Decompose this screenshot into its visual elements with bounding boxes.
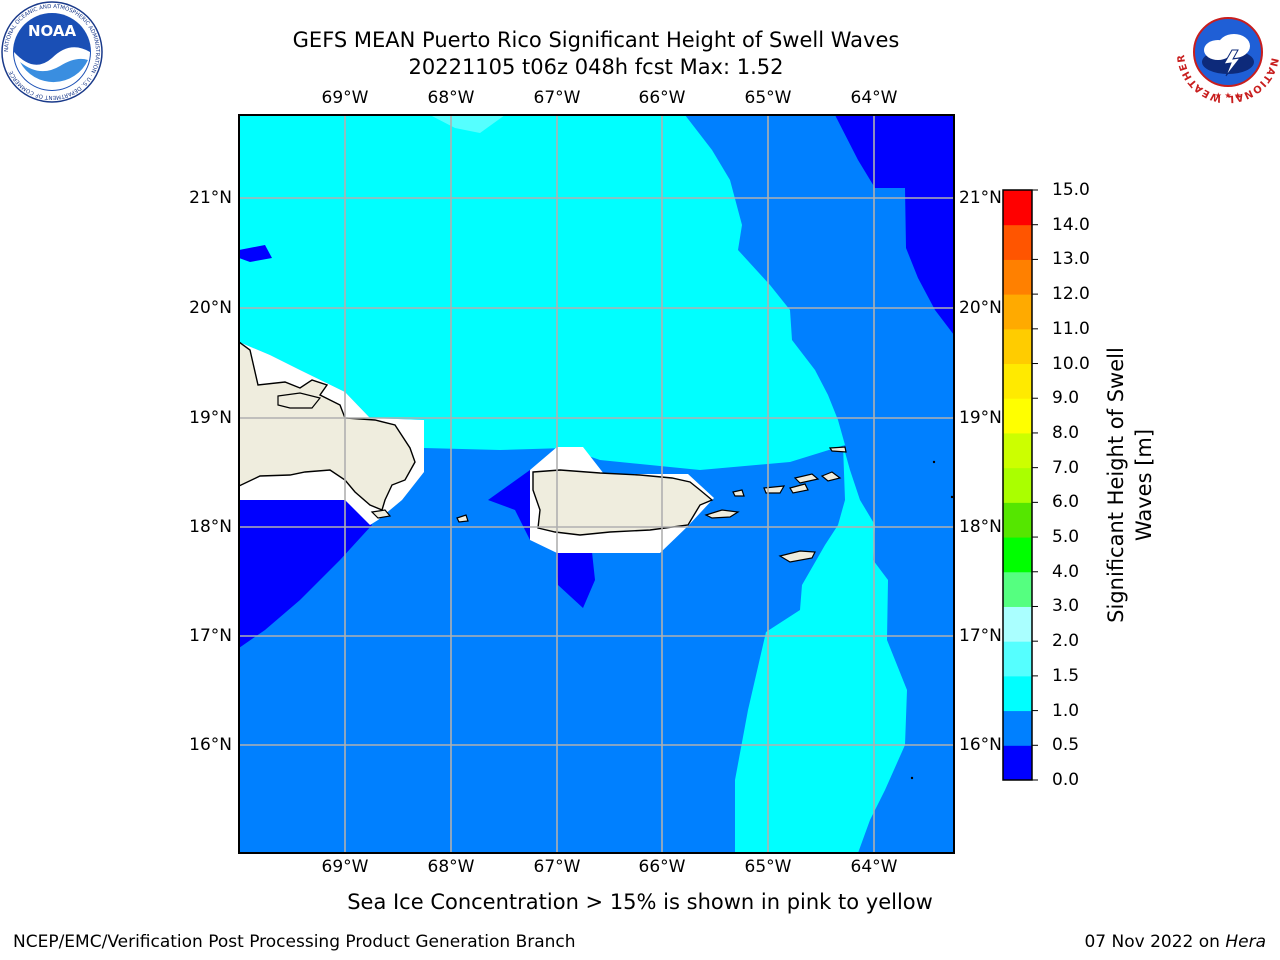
colorbar-tick-label: 2.0 [1052,631,1080,652]
nws-logo: NATIONAL WEATHER SERVICE ★ ★ ★ [1176,0,1279,104]
lat-label-left: 18°N [189,517,232,537]
colorbar-tick-label: 4.0 [1052,561,1080,582]
swell-zone-0.5-1.0 [239,115,954,853]
map-graticule [239,115,954,853]
land-virgin-gorda [820,471,842,482]
no-data-hispaniola [239,342,424,525]
colorbar-tick-label: 0.0 [1052,770,1080,790]
land-culebra [732,489,745,497]
colorbar-tick-label: 3.0 [1052,596,1080,617]
colorbar-tick-label: 0.5 [1052,735,1080,756]
colorbar [1002,189,1038,781]
lat-label-right: 18°N [959,517,1002,537]
land-tortuga [277,392,322,409]
land-anegada [828,446,847,453]
chart-subtitle: 20221105 t06z 048h fcst Max: 1.52 [408,55,784,79]
colorbar-segment [1003,190,1032,226]
colorbar-tick-label: 9.0 [1052,388,1080,409]
lat-label-right: 16°N [959,735,1002,755]
colorbar-tick-label: 11.0 [1052,318,1090,339]
colorbar-segment [1003,259,1032,295]
colorbar-segment [1003,294,1032,330]
lon-label-bottom: 69°W [321,857,369,877]
footer-date: 07 Nov 2022 on Hera [1084,932,1266,952]
colorbar-tick-label: 1.0 [1052,700,1080,721]
colorbar-tick-label: 5.0 [1052,527,1080,548]
lat-label-right: 19°N [959,408,1002,428]
colorbar-segment [1003,537,1032,573]
lon-label-bottom: 64°W [850,857,898,877]
sea-ice-note: Sea Ice Concentration > 15% is shown in … [347,890,933,914]
lat-label-right: 17°N [959,626,1002,646]
lat-label-right: 20°N [959,298,1002,318]
swell-zone-1.0-1.5-south [735,445,907,853]
noaa-logo: NOAA NATIONAL OCEANIC AND ATMOSPHERIC AD… [1,1,103,103]
chart-title: GEFS MEAN Puerto Rico Significant Height… [292,28,900,52]
swell-zone-0.0-0.5-sw [239,500,372,648]
footer-branch: NCEP/EMC/Verification Post Processing Pr… [13,932,576,952]
swell-zone-1.0-1.5-north [239,115,845,470]
land-vieques [704,509,740,519]
colorbar-segment [1003,675,1032,712]
land-st-thomas [763,485,786,494]
swell-zone-0.0-0.5-ne [835,115,954,335]
lon-label-top: 65°W [744,88,792,108]
lon-label-bottom: 67°W [533,857,581,877]
colorbar-segment [1003,571,1032,607]
footer-date-text: 07 Nov 2022 on [1084,932,1226,952]
lat-label-left: 17°N [189,626,232,646]
colorbar-tick-label: 6.0 [1052,492,1080,513]
colorbar-segment [1003,502,1032,538]
lat-label-left: 16°N [189,735,232,755]
swell-zone-0.0-0.5-w-small [239,245,272,262]
land-puerto-rico [532,469,714,536]
colorbar-tick-label: 8.0 [1052,422,1080,443]
land-st-john [789,483,809,494]
land-mona [456,514,469,523]
lon-label-top: 69°W [321,88,369,108]
land-st-croix [778,550,816,563]
swell-zone-1.5-2.0 [430,115,505,133]
lat-label-left: 20°N [189,298,232,318]
colorbar-segment [1003,641,1032,677]
lat-label-left: 21°N [189,188,232,208]
lon-label-bottom: 68°W [427,857,475,877]
colorbar-tick-label: 1.5 [1052,665,1080,686]
colorbar-segment [1003,432,1032,469]
land-hispaniola [239,341,416,511]
colorbar-segment [1003,710,1032,746]
colorbar-segment [1003,363,1032,399]
colorbar-tick-label: 14.0 [1052,214,1090,235]
land-tortola [793,473,820,484]
svg-text:★ ★ ★: ★ ★ ★ [1215,91,1242,100]
colorbar-segment [1003,224,1032,260]
map-frame [238,114,955,854]
colorbar-title: Significant Height of Swell Waves [m] [1104,347,1156,623]
colorbar-segment [1003,467,1032,503]
land-saona [370,509,392,519]
lon-label-bottom: 66°W [638,857,686,877]
colorbar-segment [1003,606,1032,642]
footer-host: Hera [1225,932,1266,952]
colorbar-segment [1003,745,1032,781]
colorbar-tick-label: 10.0 [1052,353,1090,374]
lon-label-bottom: 65°W [744,857,792,877]
lon-label-top: 66°W [638,88,686,108]
swell-zone-0.0-0.5-mona [488,470,595,608]
lon-label-top: 64°W [850,88,898,108]
lon-label-top: 68°W [427,88,475,108]
lat-label-left: 19°N [189,408,232,428]
colorbar-tick-label: 12.0 [1052,284,1090,305]
colorbar-frame [1002,189,1033,781]
lat-label-right: 21°N [959,188,1002,208]
colorbar-segment [1003,398,1032,434]
colorbar-segment [1003,328,1032,365]
colorbar-tick-label: 15.0 [1052,180,1090,200]
colorbar-tick-label: 13.0 [1052,249,1090,270]
lon-label-top: 67°W [533,88,581,108]
colorbar-tick-label: 7.0 [1052,457,1080,478]
no-data-puerto-rico [530,447,714,553]
noaa-logo-text: NOAA [28,22,77,40]
